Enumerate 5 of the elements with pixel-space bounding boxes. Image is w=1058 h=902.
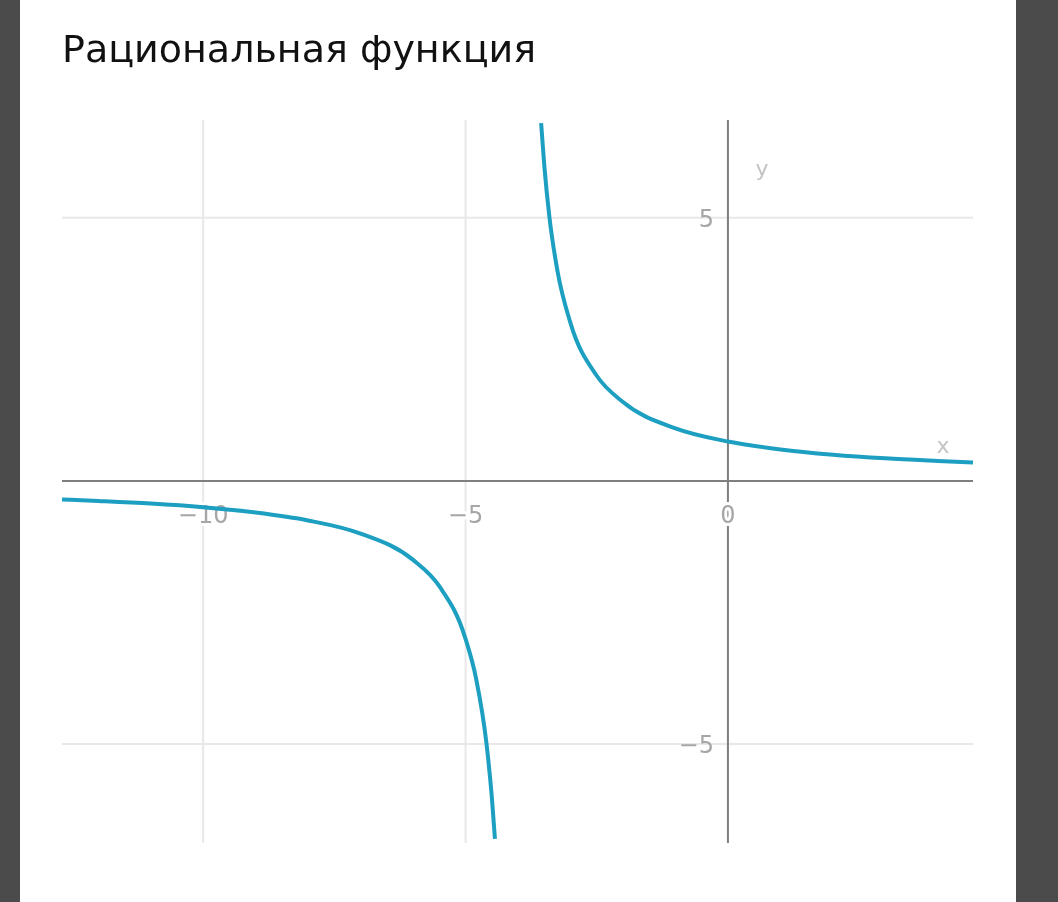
y-axis-title: y [755, 156, 769, 181]
chart-title: Рациональная функция [62, 27, 537, 71]
x-axis-title: x [936, 432, 950, 458]
y-tick-label: 5 [698, 204, 714, 233]
x-tick-label: −5 [447, 500, 484, 529]
